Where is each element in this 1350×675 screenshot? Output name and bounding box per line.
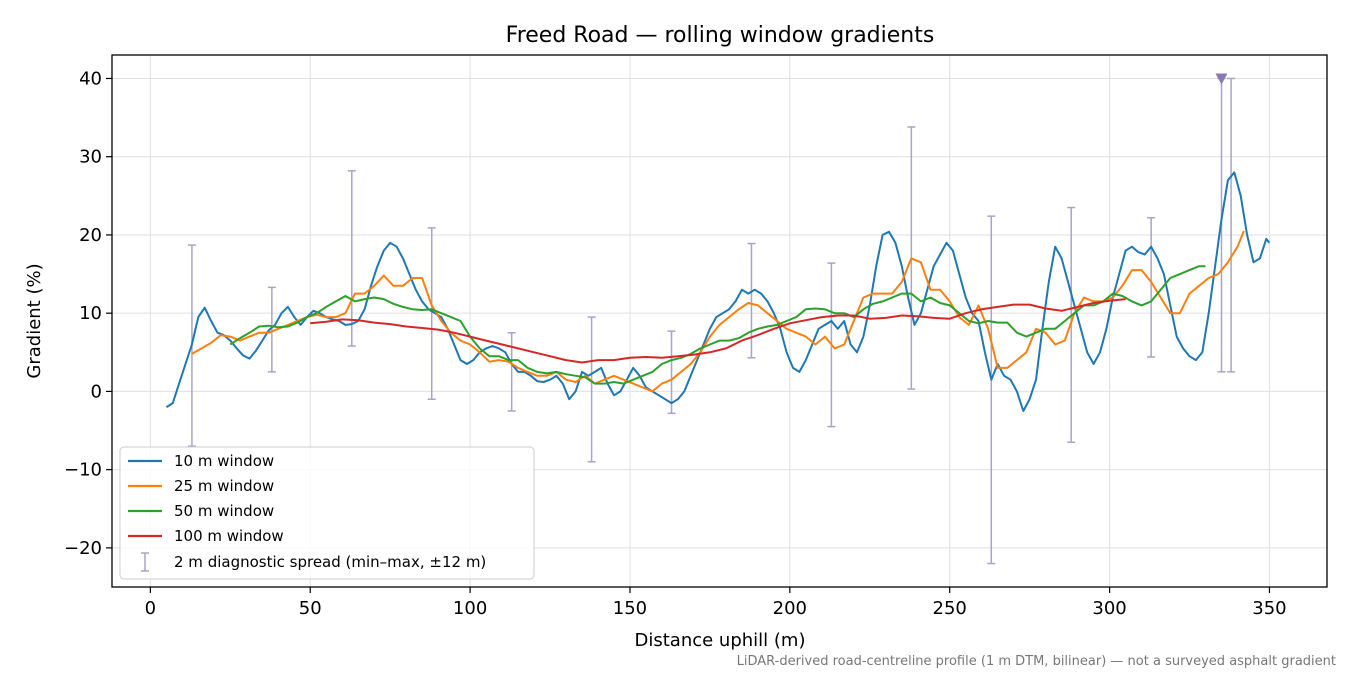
x-tick-label: 0 <box>145 598 156 619</box>
x-tick-label: 50 <box>299 598 322 619</box>
spread-errorbar <box>587 316 596 463</box>
legend: 10 m window 25 m window 50 m window 100 … <box>119 446 535 580</box>
series-line-50-m-window <box>229 265 1206 385</box>
y-tick-label: 10 <box>79 303 102 324</box>
legend-label-10m: 10 m window <box>174 452 274 470</box>
legend-label-50m: 50 m window <box>174 502 274 520</box>
y-tick-label: −10 <box>64 460 102 481</box>
series-line-25-m-window <box>191 230 1245 393</box>
series-layer <box>165 171 1271 412</box>
chart-title: Freed Road — rolling window gradients <box>506 23 935 48</box>
diagnostic-spread-layer <box>187 73 1236 565</box>
spread-errorbar <box>667 330 676 415</box>
legend-swatch-spread <box>141 552 149 572</box>
y-tick-label: 30 <box>79 147 102 168</box>
spread-errorbar <box>427 227 436 400</box>
footnote: LiDAR-derived road-centreline profile (1… <box>737 654 1336 669</box>
legend-box <box>119 446 535 580</box>
legend-label-25m: 25 m window <box>174 477 274 495</box>
x-tick-label: 350 <box>1252 598 1286 619</box>
y-tick-label: −20 <box>64 538 102 559</box>
x-axis-label: Distance uphill (m) <box>635 630 806 651</box>
series-line-10-m-window <box>165 171 1271 412</box>
spread-errorbar <box>507 331 516 412</box>
x-tick-label: 150 <box>613 598 647 619</box>
y-tick-label: 40 <box>79 68 102 89</box>
spread-errorbar <box>1227 77 1236 373</box>
plot-frame <box>111 54 1328 588</box>
legend-label-100m: 100 m window <box>174 527 284 545</box>
x-tick-label: 200 <box>773 598 807 619</box>
spread-errorbar <box>747 242 756 359</box>
legend-label-spread: 2 m diagnostic spread (min–max, ±12 m) <box>174 553 486 571</box>
x-tick-label: 300 <box>1092 598 1126 619</box>
series-line-100-m-window <box>310 298 1126 364</box>
ticks: 0 50 100 150 200 250 300 350 −20 −10 0 10 20 30 40 <box>64 68 1287 619</box>
spread-errorbar <box>1147 216 1156 358</box>
clipped-marker <box>1215 73 1228 85</box>
x-tick-label: 100 <box>453 598 487 619</box>
x-tick-label: 250 <box>933 598 967 619</box>
y-axis-label: Gradient (%) <box>24 263 45 378</box>
y-tick-label: 0 <box>91 381 102 402</box>
y-tick-label: 20 <box>79 225 102 246</box>
spread-errorbar <box>267 286 276 373</box>
spread-errorbar <box>987 215 996 565</box>
spread-errorbar <box>347 170 356 347</box>
